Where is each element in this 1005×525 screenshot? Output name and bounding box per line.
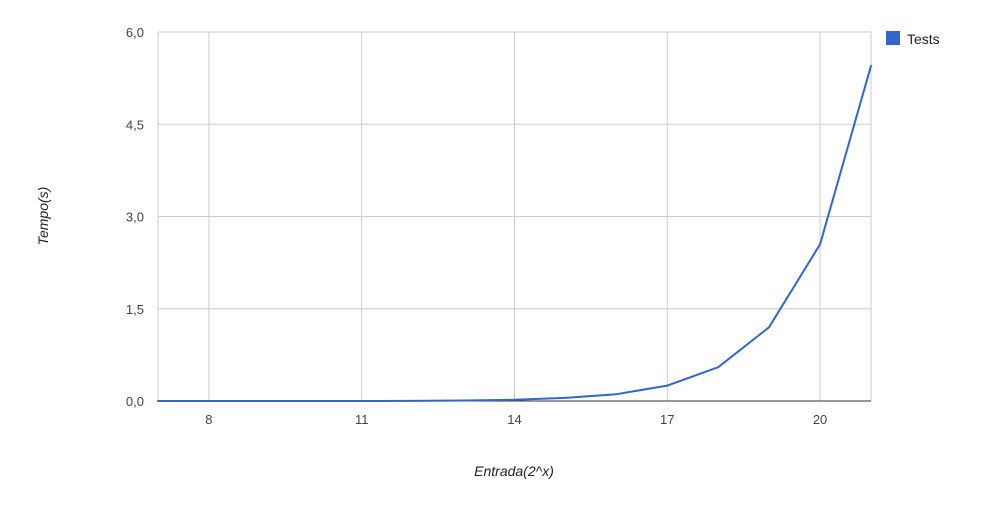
x-tick-label: 17	[660, 412, 674, 427]
y-tick-label: 3,0	[126, 210, 144, 225]
grid	[157, 31, 872, 401]
tick-labels: 0,0 1,5 3,0 4,5 6,0 8 11 14 17 20	[126, 25, 827, 427]
x-tick-label: 8	[205, 412, 212, 427]
series-lines	[157, 64, 872, 402]
legend: Tests	[886, 31, 940, 47]
x-tick-label: 20	[813, 412, 827, 427]
y-tick-label: 0,0	[126, 394, 144, 409]
x-tick-label: 11	[355, 412, 369, 427]
y-tick-label: 6,0	[126, 25, 144, 40]
series-line-tests	[157, 64, 872, 402]
legend-label-tests: Tests	[907, 31, 940, 47]
y-axis-title: Tempo(s)	[35, 187, 51, 246]
legend-swatch-tests	[886, 31, 900, 45]
x-tick-label: 14	[507, 412, 521, 427]
y-tick-label: 1,5	[126, 302, 144, 317]
y-tick-label: 4,5	[126, 117, 144, 132]
x-axis-title: Entrada(2^x)	[474, 463, 554, 479]
